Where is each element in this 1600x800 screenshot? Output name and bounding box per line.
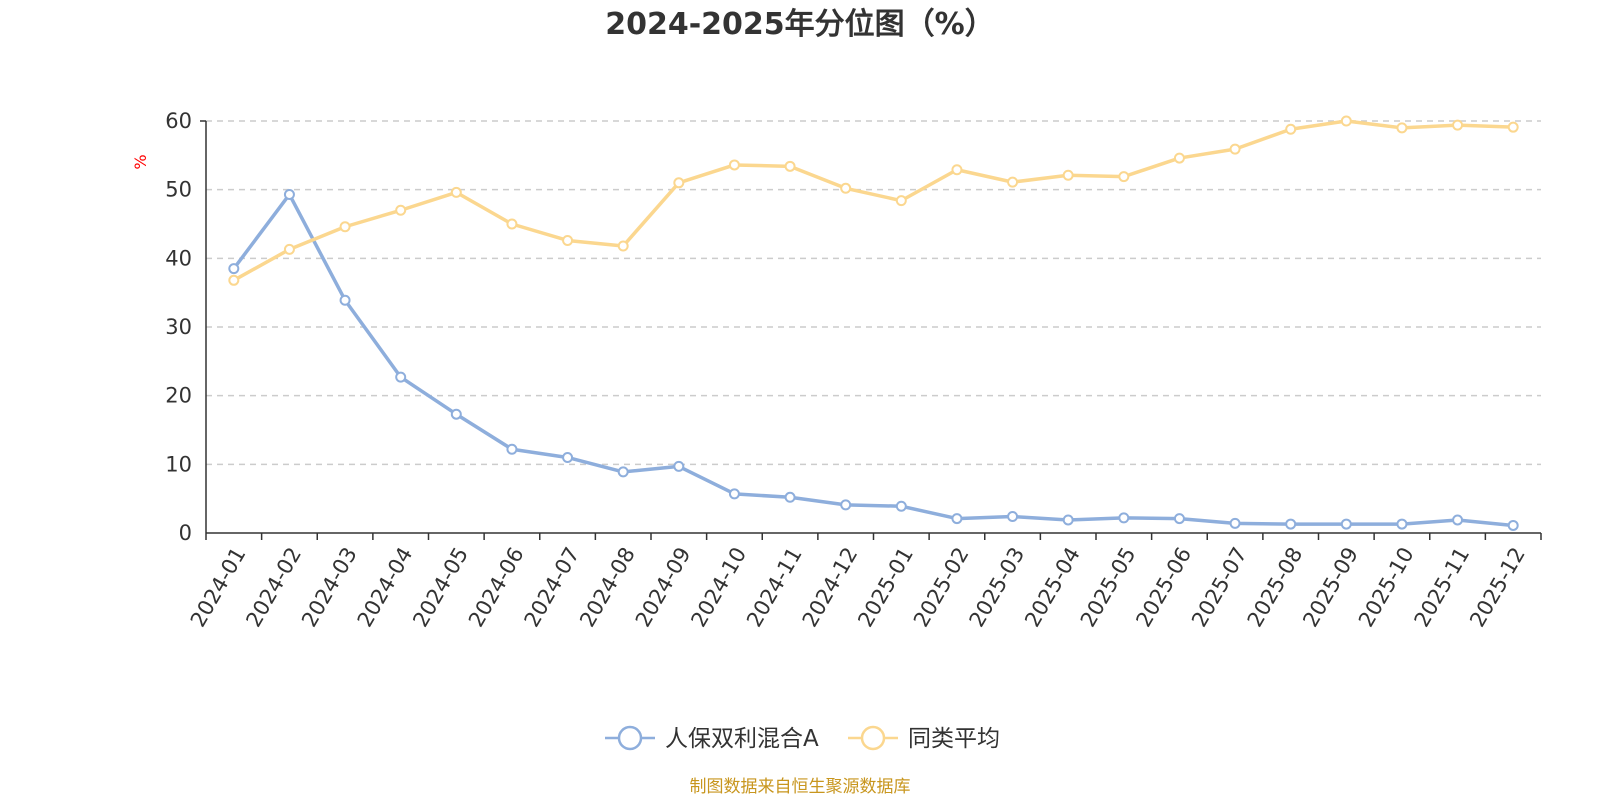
data-point[interactable] xyxy=(450,408,462,420)
data-point[interactable] xyxy=(1285,123,1297,135)
data-point[interactable] xyxy=(1229,517,1241,529)
y-tick-label: 60 xyxy=(165,109,192,133)
x-tick-label: 2024-07 xyxy=(520,543,585,631)
x-tick-label: 2024-03 xyxy=(297,543,362,631)
axes xyxy=(200,120,1542,540)
x-tick-label: 2024-05 xyxy=(408,543,473,631)
x-tick-label: 2025-06 xyxy=(1131,543,1196,631)
data-point[interactable] xyxy=(339,221,351,233)
data-point[interactable] xyxy=(228,263,240,275)
y-tick-labels: 0 10 20 30 40 50 60 xyxy=(165,109,192,545)
x-tick-label: 2025-09 xyxy=(1298,543,1363,631)
x-tick-label: 2024-06 xyxy=(464,543,529,631)
y-tick-label: 20 xyxy=(165,384,192,408)
data-point[interactable] xyxy=(1173,513,1185,525)
x-tick-label: 2025-02 xyxy=(909,543,974,631)
x-tick-label: 2024-01 xyxy=(186,543,251,631)
data-point[interactable] xyxy=(506,218,518,230)
data-point[interactable] xyxy=(1396,518,1408,530)
x-tick-label: 2025-04 xyxy=(1020,543,1085,631)
y-tick-label: 40 xyxy=(165,246,192,270)
data-point[interactable] xyxy=(840,182,852,194)
series-lines xyxy=(228,115,1519,531)
data-point[interactable] xyxy=(339,294,351,306)
chart-title: 2024-2025年分位图（%） xyxy=(605,7,995,42)
data-point[interactable] xyxy=(728,488,740,500)
data-point[interactable] xyxy=(506,443,518,455)
data-point[interactable] xyxy=(1396,122,1408,134)
x-tick-label: 2025-10 xyxy=(1354,543,1419,631)
y-tick-label: 30 xyxy=(165,315,192,339)
data-point[interactable] xyxy=(1062,169,1074,181)
x-tick-labels: 2024-012024-022024-032024-042024-052024-… xyxy=(186,543,1530,631)
data-point[interactable] xyxy=(1507,519,1519,531)
x-tick-label: 2024-10 xyxy=(686,543,751,631)
data-point[interactable] xyxy=(1340,115,1352,127)
x-tick-label: 2025-07 xyxy=(1187,543,1252,631)
data-point[interactable] xyxy=(283,188,295,200)
data-point[interactable] xyxy=(1118,171,1130,183)
data-point[interactable] xyxy=(450,186,462,198)
data-point[interactable] xyxy=(1507,121,1519,133)
data-point[interactable] xyxy=(673,177,685,189)
data-point[interactable] xyxy=(784,491,796,503)
legend-swatch-marker xyxy=(860,725,886,751)
legend-label: 同类平均 xyxy=(908,726,1000,752)
data-point[interactable] xyxy=(895,500,907,512)
legend-item[interactable]: 人保双利混合A xyxy=(605,725,819,752)
x-tick-label: 2025-12 xyxy=(1465,543,1530,631)
y-axis-label: % xyxy=(131,154,150,169)
data-point[interactable] xyxy=(1062,514,1074,526)
data-point[interactable] xyxy=(728,159,740,171)
y-tick-label: 50 xyxy=(165,178,192,202)
data-point[interactable] xyxy=(1452,514,1464,526)
x-tick-label: 2025-11 xyxy=(1410,543,1475,631)
data-point[interactable] xyxy=(1173,152,1185,164)
x-tick-label: 2025-01 xyxy=(853,543,918,631)
legend[interactable]: 人保双利混合A 同类平均 xyxy=(605,725,1000,752)
gridlines xyxy=(206,120,1541,466)
x-tick-label: 2024-09 xyxy=(631,543,696,631)
y-tick-label: 0 xyxy=(179,521,192,545)
data-point[interactable] xyxy=(617,466,629,478)
data-point[interactable] xyxy=(895,195,907,207)
data-point[interactable] xyxy=(1340,518,1352,530)
data-point[interactable] xyxy=(1007,176,1019,188)
x-tick-label: 2025-05 xyxy=(1076,543,1141,631)
legend-item[interactable]: 同类平均 xyxy=(848,725,1000,752)
x-tick-label: 2024-04 xyxy=(353,543,418,631)
data-point[interactable] xyxy=(395,204,407,216)
series-line xyxy=(232,119,1514,282)
data-point[interactable] xyxy=(1229,143,1241,155)
x-tick-label: 2024-08 xyxy=(575,543,640,631)
data-point[interactable] xyxy=(673,460,685,472)
series-line xyxy=(232,192,1514,528)
data-point[interactable] xyxy=(617,240,629,252)
x-tick-label: 2024-12 xyxy=(798,543,863,631)
data-point[interactable] xyxy=(283,243,295,255)
data-point[interactable] xyxy=(228,274,240,286)
x-tick-label: 2025-08 xyxy=(1243,543,1308,631)
x-tick-label: 2025-03 xyxy=(965,543,1030,631)
data-point[interactable] xyxy=(1118,512,1130,524)
data-point[interactable] xyxy=(951,513,963,525)
data-point[interactable] xyxy=(784,160,796,172)
data-point[interactable] xyxy=(1007,511,1019,523)
data-point[interactable] xyxy=(951,164,963,176)
data-point[interactable] xyxy=(840,499,852,511)
data-point[interactable] xyxy=(562,451,574,463)
legend-swatch-marker xyxy=(617,725,643,751)
data-point[interactable] xyxy=(1452,119,1464,131)
series-1 xyxy=(228,115,1519,286)
x-tick-label: 2024-11 xyxy=(742,543,807,631)
y-tick-label: 10 xyxy=(165,452,192,476)
data-point[interactable] xyxy=(562,234,574,246)
data-point[interactable] xyxy=(395,371,407,383)
data-point[interactable] xyxy=(1285,518,1297,530)
series-0 xyxy=(228,188,1519,531)
legend-label: 人保双利混合A xyxy=(665,726,819,752)
x-tick-label: 2024-02 xyxy=(241,543,306,631)
source-note: 制图数据来自恒生聚源数据库 xyxy=(690,777,911,797)
